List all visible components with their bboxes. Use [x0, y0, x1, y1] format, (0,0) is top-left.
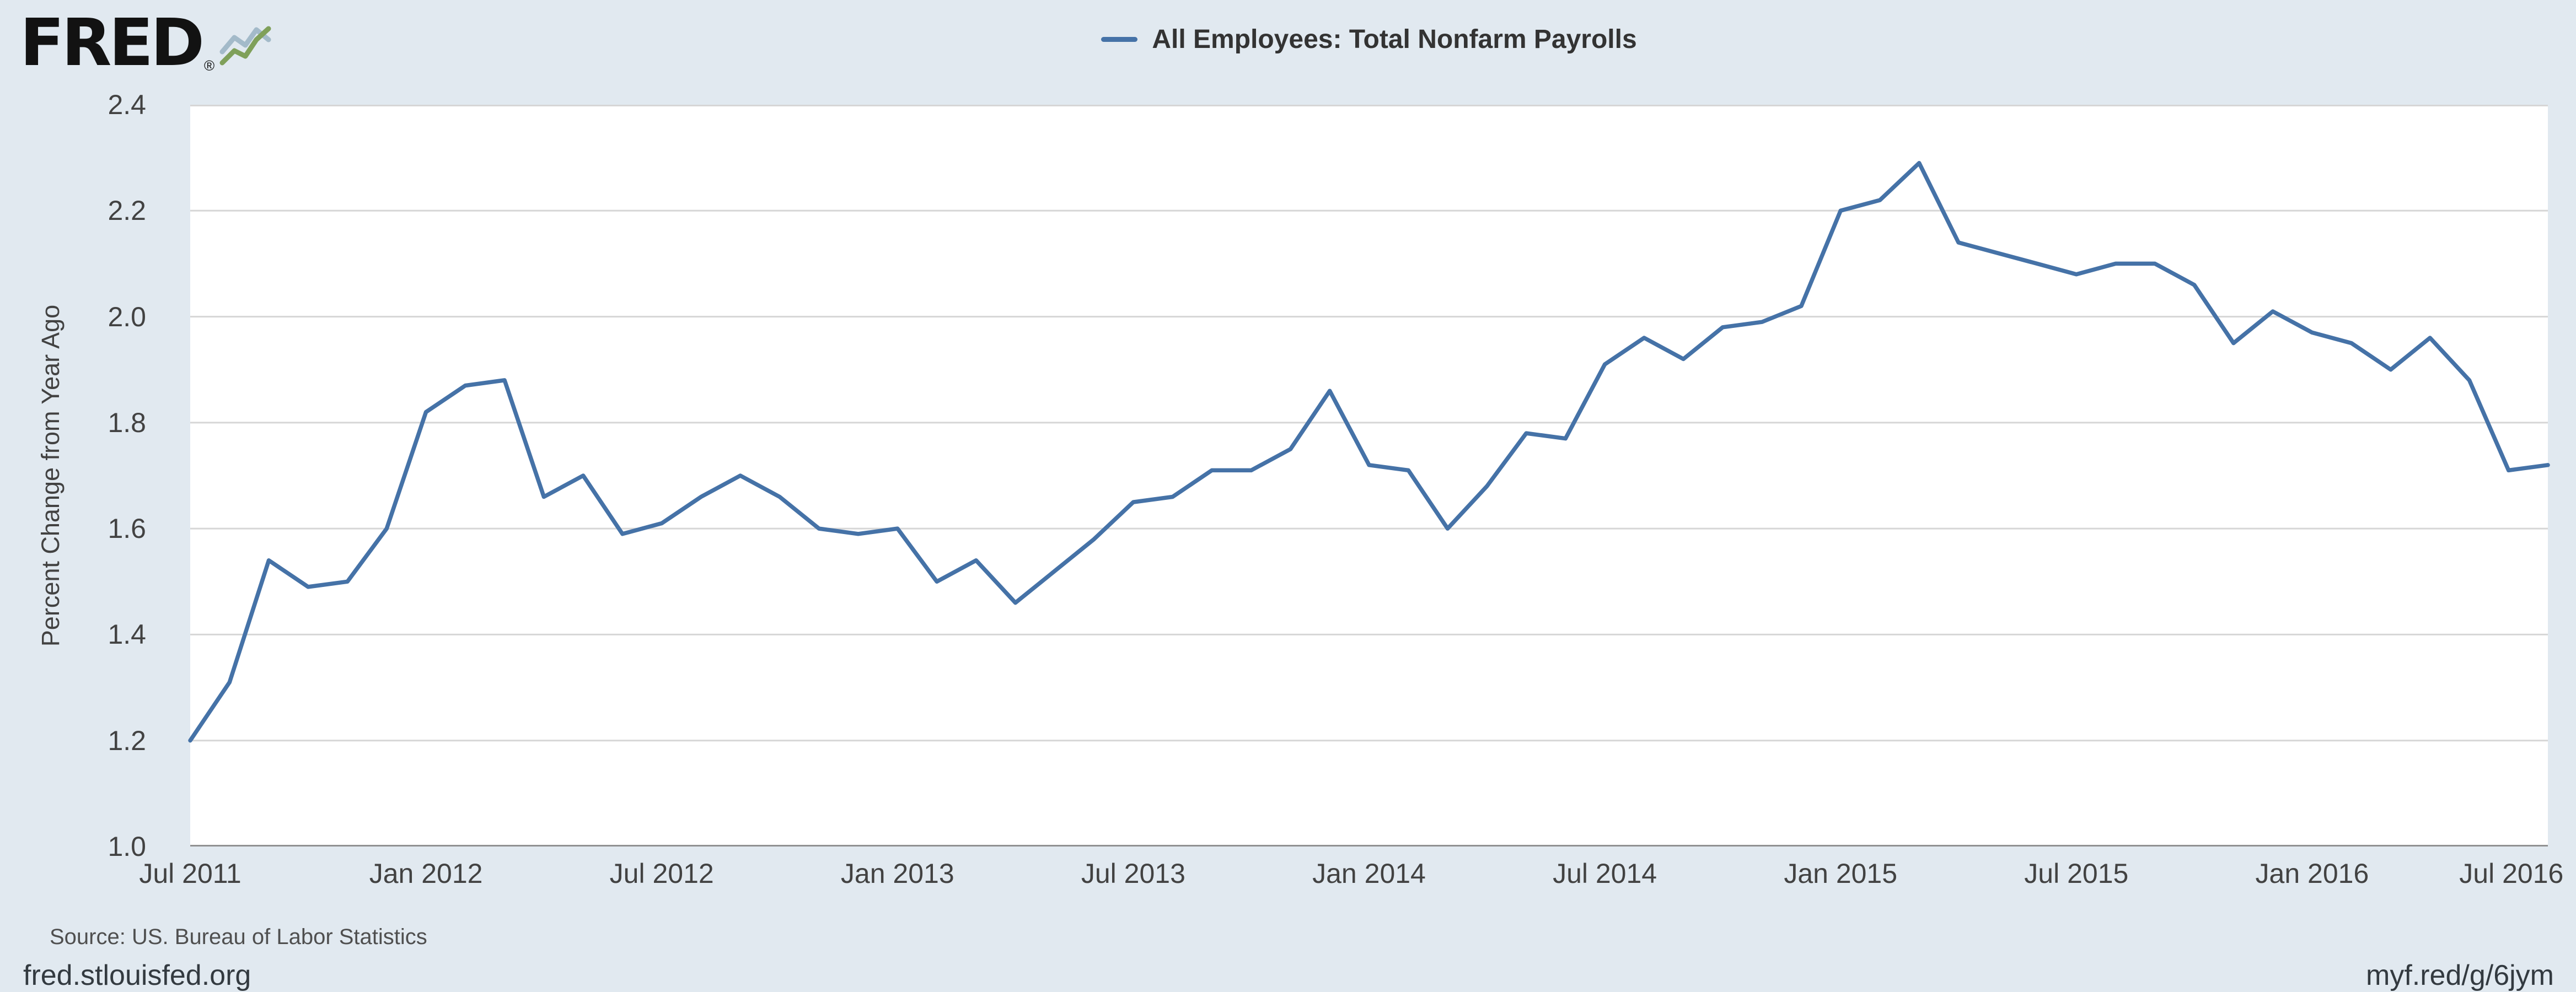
x-tick-label: Jul 2013 — [1081, 858, 1185, 889]
fred-logo[interactable]: FRED ® — [20, 10, 272, 75]
registered-trademark-symbol: ® — [204, 57, 215, 74]
x-tick-label: Jan 2014 — [1312, 858, 1426, 889]
x-tick-label: Jul 2012 — [609, 858, 714, 889]
chart-legend[interactable]: All Employees: Total Nonfarm Payrolls — [190, 24, 2548, 55]
legend-line-marker — [1101, 37, 1138, 42]
x-tick-label: Jul 2014 — [1553, 858, 1657, 889]
legend-series-label: All Employees: Total Nonfarm Payrolls — [1152, 25, 1637, 54]
y-tick-label: 2.2 — [108, 195, 146, 227]
y-tick-label: 2.4 — [108, 89, 146, 120]
fred-logo-sparkline-icon — [219, 26, 271, 66]
y-tick-label: 1.4 — [108, 619, 146, 650]
x-tick-label: Jan 2013 — [840, 858, 954, 889]
y-tick-label: 1.6 — [108, 513, 146, 544]
x-tick-label: Jan 2015 — [1784, 858, 1898, 889]
y-tick-label: 1.8 — [108, 407, 146, 438]
short-url-link[interactable]: myf.red/g/6jym — [2366, 959, 2554, 991]
payrolls-series-line — [188, 161, 2550, 743]
payrolls-line-chart — [188, 105, 2550, 847]
site-link[interactable]: fred.stlouisfed.org — [23, 959, 251, 991]
source-note: Source: US. Bureau of Labor Statistics — [50, 925, 427, 949]
x-tick-label: Jul 2015 — [2024, 858, 2129, 889]
y-axis-tick-labels: 1.0 1.2 1.4 1.6 1.8 2.0 2.2 2.4 — [0, 89, 190, 862]
x-tick-label: Jan 2016 — [2255, 858, 2369, 889]
footer-bar: fred.stlouisfed.org myf.red/g/6jym — [23, 959, 2554, 992]
y-tick-label: 1.2 — [108, 725, 146, 756]
x-tick-label: Jul 2011 — [139, 858, 242, 889]
y-tick-label: 2.0 — [108, 301, 146, 332]
x-tick-label: Jan 2012 — [369, 858, 483, 889]
y-tick-label: 1.0 — [108, 831, 146, 862]
fred-logo-text: FRED — [20, 4, 205, 80]
plot-area[interactable] — [188, 105, 2550, 847]
x-axis-tick-labels: Jul 2011 Jan 2012 Jul 2012 Jan 2013 Jul 2013… — [0, 847, 2576, 896]
x-tick-label: Jul 2016 — [2459, 858, 2564, 889]
